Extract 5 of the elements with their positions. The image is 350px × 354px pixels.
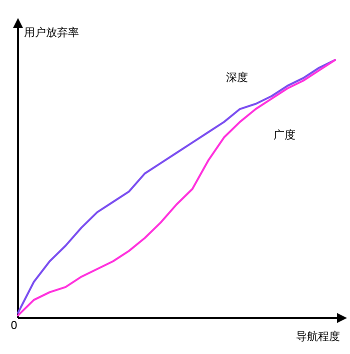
series-label: 深度: [226, 71, 248, 84]
y-axis-title: 用户放弃率: [24, 26, 79, 39]
text: 0: [10, 319, 18, 332]
x-axis-title: 导航程度: [296, 330, 340, 343]
text: 广度: [273, 128, 296, 142]
